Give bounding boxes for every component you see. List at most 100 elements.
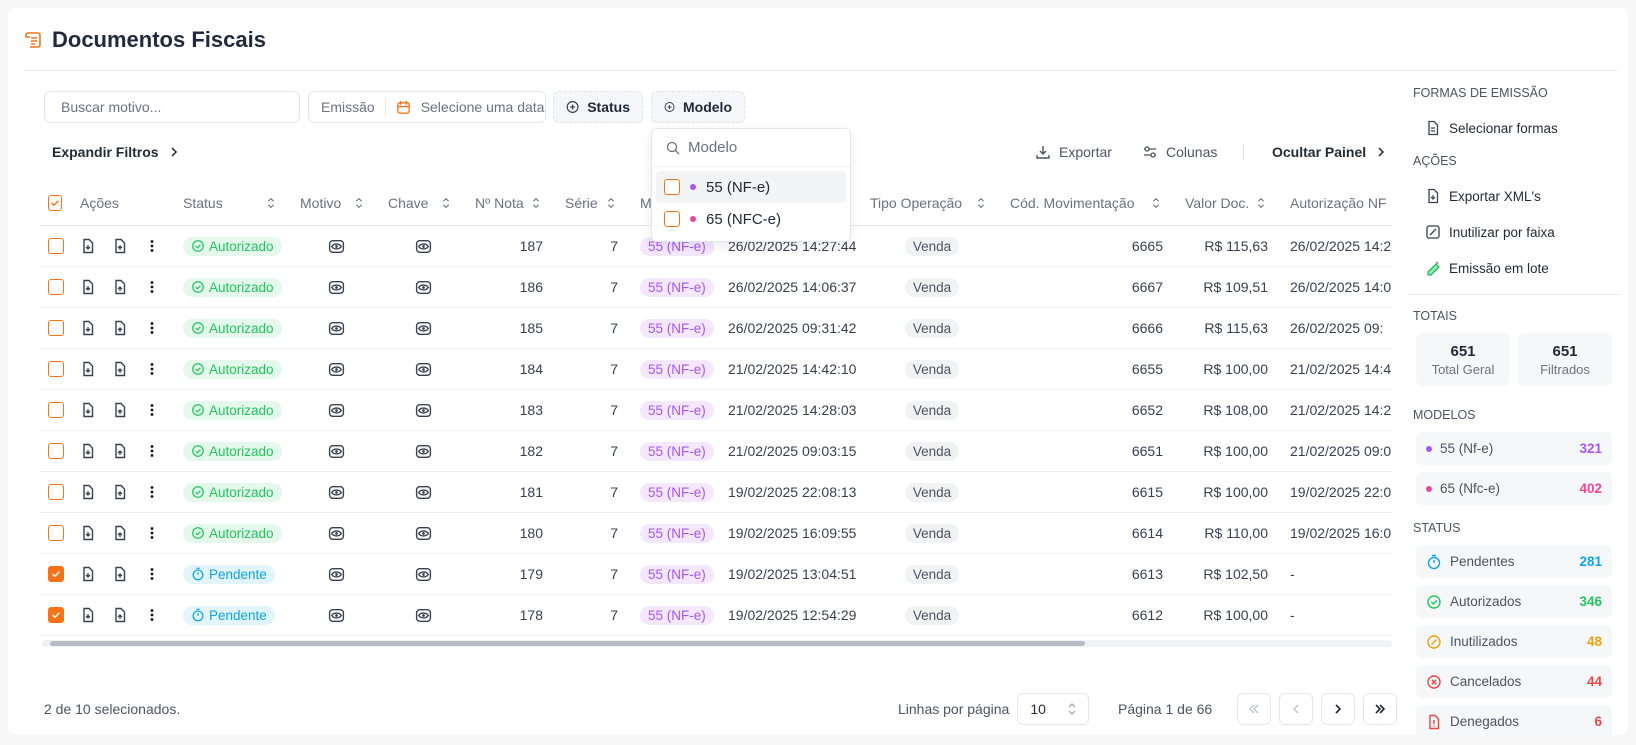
row-action[interactable]: [144, 607, 160, 623]
date-filter[interactable]: EmissãoSelecione uma data: [308, 91, 546, 123]
first-page[interactable]: [1237, 693, 1271, 725]
view-icon[interactable]: [415, 607, 432, 624]
view-icon[interactable]: [328, 279, 345, 296]
view-icon[interactable]: [328, 607, 345, 624]
row-checkbox[interactable]: [48, 443, 64, 459]
section-title: STATUS: [1413, 521, 1620, 535]
view-icon[interactable]: [415, 320, 432, 337]
title-icon: [24, 30, 44, 50]
row-checkbox[interactable]: [48, 566, 64, 582]
view-icon[interactable]: [328, 443, 345, 460]
row-checkbox[interactable]: [48, 361, 64, 377]
dropdown-option[interactable]: 65 (NFC-e): [656, 203, 846, 235]
row-action[interactable]: [144, 320, 160, 336]
modelo-item[interactable]: 55 (Nf-e)321: [1416, 432, 1612, 465]
column-title: Série: [565, 195, 598, 211]
row-action[interactable]: [80, 566, 96, 582]
dropdown-option[interactable]: 55 (NF-e): [656, 171, 846, 203]
view-icon[interactable]: [328, 402, 345, 419]
row-action[interactable]: [80, 320, 96, 336]
status-item[interactable]: Cancelados44: [1416, 665, 1612, 698]
view-icon[interactable]: [328, 566, 345, 583]
search-input[interactable]: Buscar motivo...: [44, 91, 300, 123]
expand-filters[interactable]: Expandir Filtros: [52, 141, 181, 163]
row-action[interactable]: [112, 484, 128, 500]
row-action[interactable]: [144, 443, 160, 459]
row-action[interactable]: [80, 525, 96, 541]
row-action[interactable]: [80, 361, 96, 377]
row-action[interactable]: [112, 566, 128, 582]
columns-button[interactable]: Colunas: [1142, 141, 1217, 163]
row-action[interactable]: [80, 484, 96, 500]
view-icon[interactable]: [415, 279, 432, 296]
row-action[interactable]: [112, 361, 128, 377]
icon-part: [422, 286, 425, 289]
row-action[interactable]: [144, 279, 160, 295]
view-icon[interactable]: [415, 443, 432, 460]
row-action[interactable]: [80, 607, 96, 623]
last-page[interactable]: [1363, 693, 1397, 725]
row-action[interactable]: [80, 279, 96, 295]
row-checkbox[interactable]: [48, 525, 64, 541]
scroll-thumb[interactable]: [50, 641, 1085, 646]
count: 44: [1587, 674, 1602, 689]
panel-action[interactable]: Emissão em lote: [1405, 250, 1620, 286]
row-action[interactable]: [112, 443, 128, 459]
status-filter[interactable]: Status: [553, 91, 643, 123]
row-action[interactable]: [80, 443, 96, 459]
icon-part: [422, 327, 425, 330]
view-icon[interactable]: [415, 484, 432, 501]
hide-panel[interactable]: Ocultar Painel: [1272, 141, 1388, 163]
view-icon[interactable]: [415, 566, 432, 583]
status-item[interactable]: Autorizados346: [1416, 585, 1612, 618]
view-icon[interactable]: [328, 320, 345, 337]
view-icon[interactable]: [415, 402, 432, 419]
status-item[interactable]: Inutilizados48: [1416, 625, 1612, 658]
row-action[interactable]: [144, 525, 160, 541]
row-action[interactable]: [112, 320, 128, 336]
panel-action[interactable]: Inutilizar por faixa: [1405, 214, 1620, 250]
row-action[interactable]: [112, 238, 128, 254]
view-icon[interactable]: [328, 484, 345, 501]
row-checkbox[interactable]: [48, 279, 64, 295]
status-item[interactable]: Pendentes281: [1416, 545, 1612, 578]
option-checkbox[interactable]: [664, 179, 680, 195]
view-icon[interactable]: [415, 361, 432, 378]
row-checkbox[interactable]: [48, 402, 64, 418]
row-checkbox[interactable]: [48, 238, 64, 254]
row-action[interactable]: [144, 566, 160, 582]
row-action[interactable]: [144, 402, 160, 418]
row-action[interactable]: [112, 525, 128, 541]
row-action[interactable]: [144, 484, 160, 500]
row-action[interactable]: [144, 361, 160, 377]
view-icon[interactable]: [415, 238, 432, 255]
view-icon[interactable]: [328, 525, 345, 542]
modelo-filter[interactable]: Modelo: [651, 91, 745, 123]
modelo-item[interactable]: 65 (Nfc-e)402: [1416, 472, 1612, 505]
row-checkbox[interactable]: [48, 607, 64, 623]
next-page[interactable]: [1321, 693, 1355, 725]
row-action[interactable]: [80, 402, 96, 418]
select-all[interactable]: [48, 195, 62, 211]
option-checkbox[interactable]: [664, 211, 680, 227]
row-action[interactable]: [144, 238, 160, 254]
row-action[interactable]: [112, 279, 128, 295]
panel-action[interactable]: Selecionar formas: [1405, 110, 1620, 146]
panel-action[interactable]: Exportar XML's: [1405, 178, 1620, 214]
cell: 6655: [1002, 349, 1177, 389]
row-action[interactable]: [112, 607, 128, 623]
status-item[interactable]: Denegados6: [1416, 705, 1612, 738]
view-icon[interactable]: [415, 525, 432, 542]
row-checkbox[interactable]: [48, 484, 64, 500]
dropdown-search[interactable]: Modelo: [652, 129, 850, 167]
prev-page[interactable]: [1279, 693, 1313, 725]
row-action[interactable]: [112, 402, 128, 418]
select[interactable]: 10: [1017, 693, 1089, 725]
row-checkbox[interactable]: [48, 320, 64, 336]
view-icon[interactable]: [328, 361, 345, 378]
view-icon[interactable]: [328, 238, 345, 255]
export-button[interactable]: Exportar: [1035, 141, 1112, 163]
icon-part: [144, 607, 160, 623]
row-action[interactable]: [80, 238, 96, 254]
